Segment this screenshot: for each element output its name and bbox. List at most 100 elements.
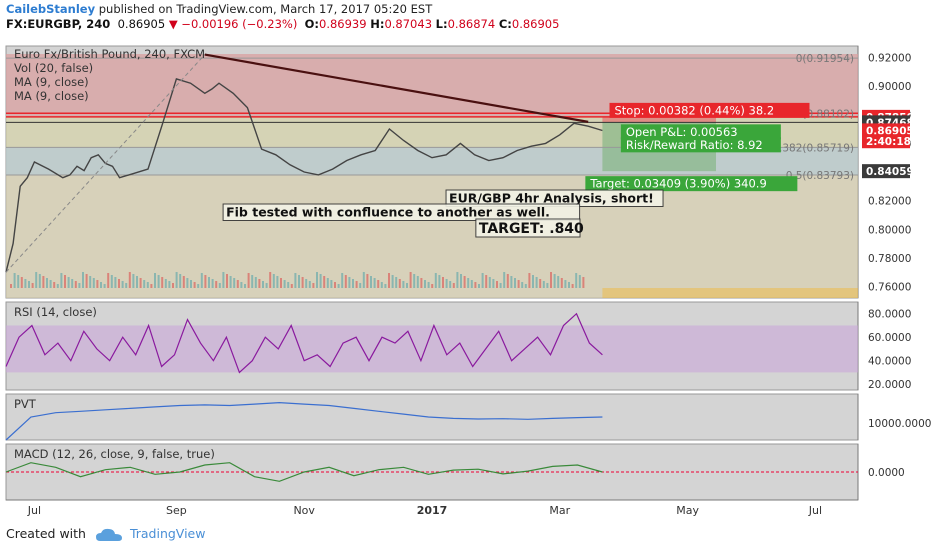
volume-bar: [442, 277, 444, 288]
volume-bar: [258, 279, 261, 288]
indicator-label: MA (9, close): [14, 89, 89, 103]
volume-bar: [334, 282, 336, 288]
volume-bar: [71, 279, 74, 288]
annotation-box: [222, 203, 581, 221]
price-tick: 0.76000: [868, 282, 911, 294]
low-value: 0.86874: [447, 17, 496, 31]
volume-bar: [535, 277, 538, 288]
annotation-text: TARGET: .840: [479, 221, 584, 237]
volume-bar: [157, 275, 160, 288]
volume-bar: [298, 275, 300, 288]
volume-bar: [532, 275, 534, 288]
change-value: ▼ −0.00196 (−0.23%): [168, 17, 298, 31]
volume-bar: [391, 275, 394, 288]
volume-bar: [143, 280, 146, 288]
volume-bar: [10, 284, 12, 288]
volume-bar: [28, 281, 30, 288]
chart-title: Euro Fx/British Pound, 240, FXCM: [14, 47, 205, 61]
volume-bar: [89, 276, 92, 288]
volume-bar: [107, 273, 110, 288]
publisher-line: CailebStanley published on TradingView.c…: [6, 2, 432, 16]
volume-bar: [53, 282, 56, 288]
volume-bar: [186, 278, 189, 288]
volume-bar: [564, 280, 567, 288]
volume-bar: [348, 277, 351, 288]
target-text: Target: 0.03409 (3.90%) 340.9: [589, 177, 766, 191]
volume-bar: [308, 281, 311, 288]
pvt-title: PVT: [14, 397, 37, 411]
volume-bar: [316, 272, 318, 288]
fib-label-0: 0(0.91954): [796, 53, 854, 65]
volume-bar: [568, 282, 570, 288]
volume-bar: [406, 283, 408, 288]
volume-bar: [82, 272, 84, 288]
volume-bar: [539, 279, 542, 288]
volume-bar: [20, 277, 23, 288]
volume-bar: [204, 275, 207, 288]
volume-bar: [74, 281, 77, 288]
volume-bar: [416, 276, 419, 288]
volume-bar: [136, 276, 138, 288]
stop-text-bg: [609, 102, 810, 118]
volume-bar: [517, 280, 520, 288]
volume-bar: [503, 272, 506, 288]
volume-bar: [362, 272, 365, 288]
x-tick: May: [676, 504, 699, 517]
volume-bar: [164, 279, 167, 288]
pvt-line: [5, 401, 603, 441]
volume-bar: [132, 274, 135, 288]
volume-bar: [272, 274, 275, 288]
volume-bar: [409, 272, 412, 288]
volume-bar: [460, 274, 462, 288]
volume-bar: [276, 276, 279, 288]
volume-bar: [233, 278, 236, 288]
volume-bar: [474, 282, 477, 288]
rsi-tick: 20.0000: [868, 379, 911, 391]
orange-band: [602, 288, 858, 298]
volume-bar: [546, 283, 549, 288]
volume-bar: [571, 284, 574, 288]
volume-bar: [449, 281, 452, 288]
symbol-label: FX:EURGBP, 240: [6, 17, 111, 31]
footer: Created with TradingView: [6, 526, 205, 542]
author-link[interactable]: CailebStanley: [6, 2, 96, 16]
volume-bar: [96, 280, 99, 288]
indicator-label: Vol (20, false): [14, 61, 93, 75]
volume-bar: [330, 280, 333, 288]
fib-label-2: 0.382(0.85719): [772, 142, 854, 154]
volume-bar: [139, 278, 142, 288]
volume-bar: [240, 282, 243, 288]
price-label: 2:40:18: [866, 136, 911, 148]
volume-bar: [211, 279, 214, 288]
tradingview-brand[interactable]: TradingView: [129, 526, 206, 541]
volume-bar: [154, 273, 156, 288]
volume-bar: [280, 278, 282, 288]
volume-bar: [420, 278, 423, 288]
volume-bar: [100, 282, 102, 288]
risk-reward-text: Risk/Reward Ratio: 8.92: [626, 138, 763, 152]
volume-bar: [582, 277, 585, 288]
pnl-text-bg: [620, 124, 781, 140]
fib-anchor-line: [5, 54, 206, 273]
volume-bar: [262, 281, 264, 288]
risk-reward-text-bg: [620, 137, 781, 153]
trendline: [204, 53, 589, 123]
volume-bar: [355, 281, 358, 288]
open-value: 0.86939: [319, 17, 367, 31]
price-tick: 0.90000: [868, 81, 911, 93]
volume-bar: [17, 275, 20, 288]
x-tick: Jul: [27, 504, 41, 517]
volume-bar: [197, 284, 200, 288]
low-label: L:: [435, 17, 448, 31]
created-with-text: Created with: [6, 526, 86, 541]
volume-bar: [179, 274, 182, 288]
volume-bar: [481, 273, 484, 288]
rsi-tick: 80.0000: [868, 309, 911, 321]
volume-bar: [370, 276, 372, 288]
volume-bar: [38, 274, 41, 288]
volume-bar: [550, 272, 552, 288]
pnl-text: Open P&L: 0.00563: [626, 125, 738, 139]
volume-bar: [413, 274, 416, 288]
volume-bar: [337, 284, 340, 288]
